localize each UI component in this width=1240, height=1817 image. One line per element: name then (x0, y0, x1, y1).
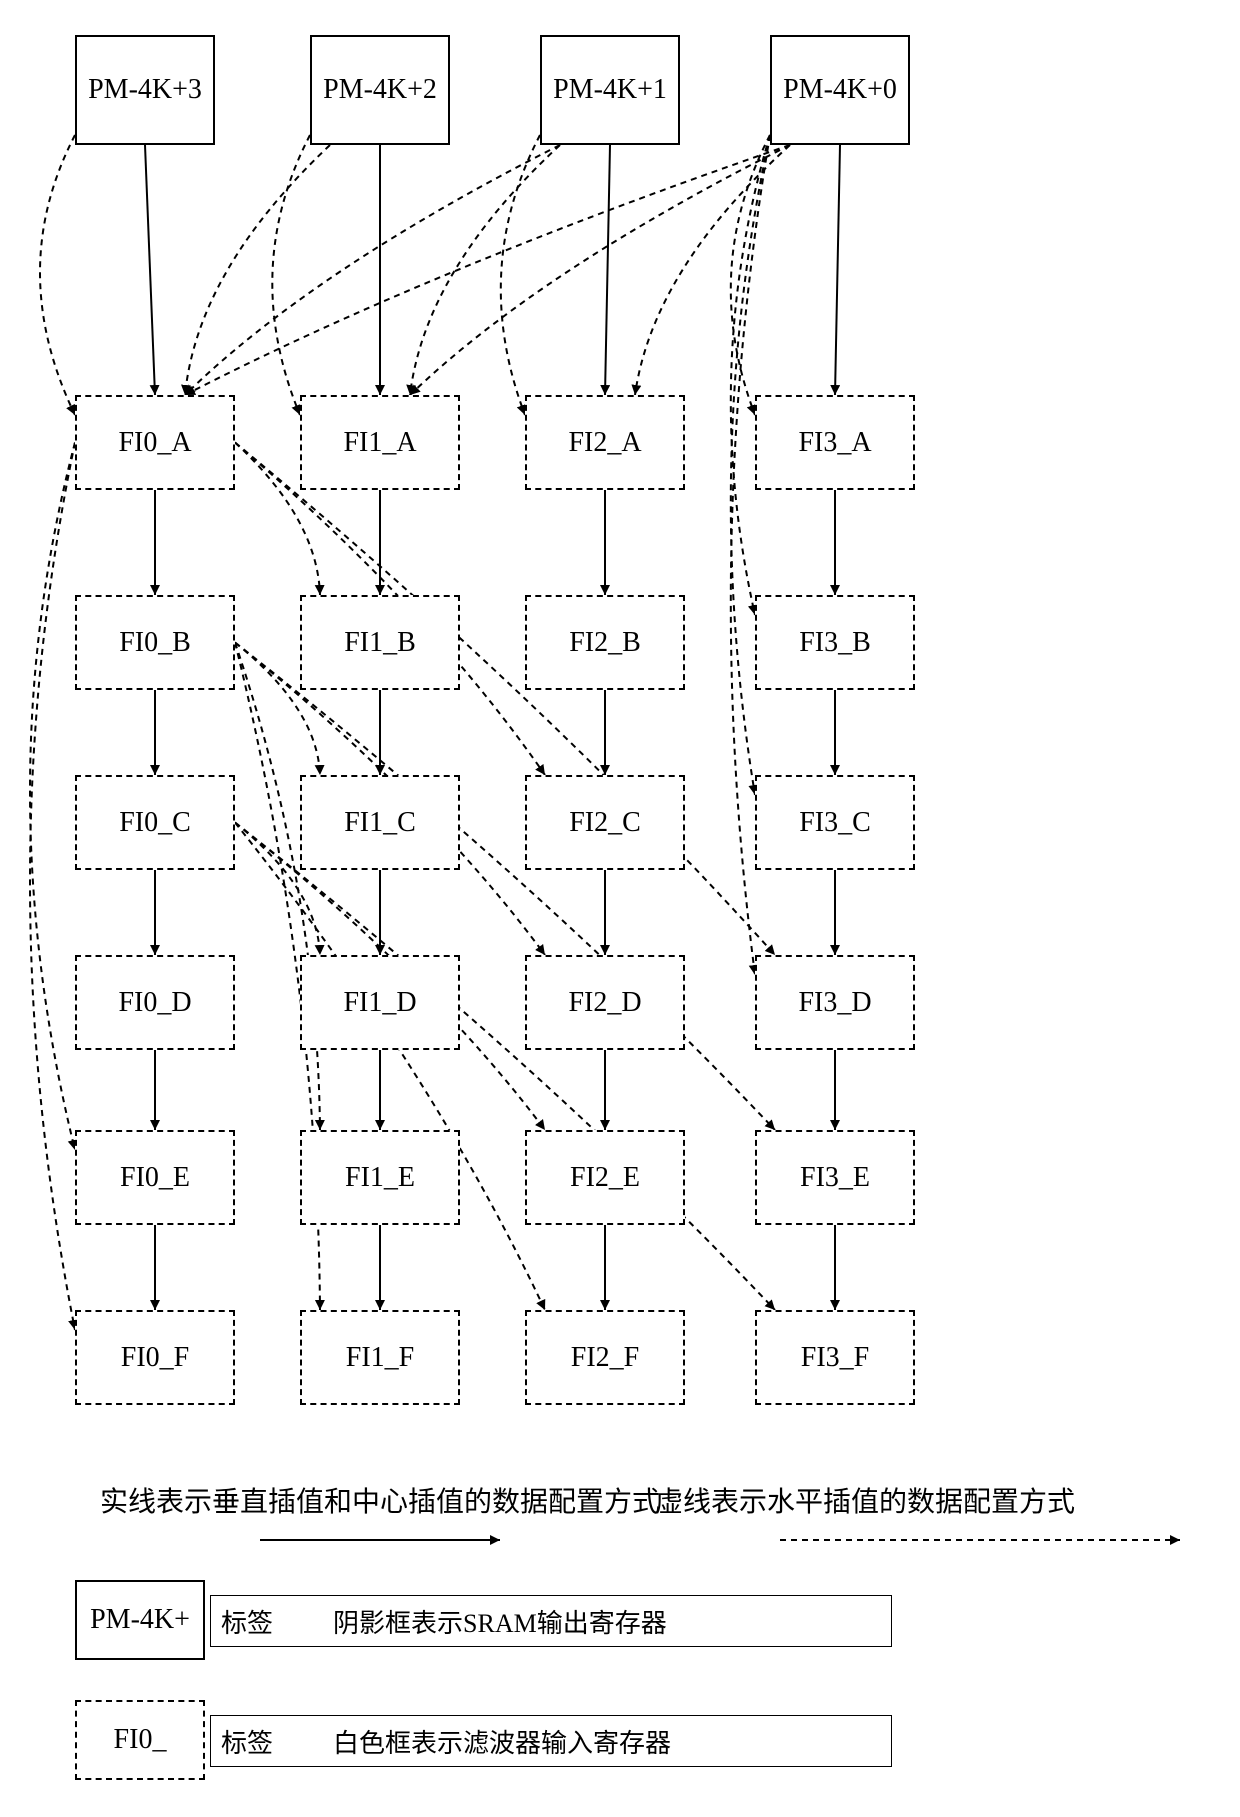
FI2_F: FI2_F (525, 1310, 685, 1405)
pm1: PM-4K+1 (540, 35, 680, 145)
FI0_D-label: FI0_D (118, 987, 191, 1019)
FI1_A: FI1_A (300, 395, 460, 490)
FI3_A: FI3_A (755, 395, 915, 490)
FI1_E: FI1_E (300, 1130, 460, 1225)
FI2_E-label: FI2_E (570, 1162, 640, 1194)
FI2_B-label: FI2_B (569, 627, 641, 659)
FI0_D: FI0_D (75, 955, 235, 1050)
FI0_C-label: FI0_C (119, 807, 191, 839)
FI3_D: FI3_D (755, 955, 915, 1050)
FI1_E-label: FI1_E (345, 1162, 415, 1194)
legend-fi-desc-text: 白色框表示滤波器输入寄存器 (333, 1723, 671, 1760)
FI0_E-label: FI0_E (120, 1162, 190, 1194)
FI0_B-label: FI0_B (119, 627, 191, 659)
legend-dashed-text: 虚线表示水平插值的数据配置方式 (655, 1480, 1075, 1520)
FI1_F-label: FI1_F (346, 1342, 414, 1374)
legend-fi-desc: 标签 白色框表示滤波器输入寄存器 (210, 1715, 892, 1767)
FI3_B: FI3_B (755, 595, 915, 690)
pm1-label: PM-4K+1 (553, 74, 667, 106)
FI3_B-label: FI3_B (799, 627, 871, 659)
FI3_A-label: FI3_A (798, 427, 871, 459)
legend-pm-prefix: 标签 (221, 1603, 273, 1640)
legend-fi-box: FI0_ (75, 1700, 205, 1780)
FI2_F-label: FI2_F (571, 1342, 639, 1374)
pm3: PM-4K+3 (75, 35, 215, 145)
FI0_E: FI0_E (75, 1130, 235, 1225)
FI3_D-label: FI3_D (798, 987, 871, 1019)
FI2_A: FI2_A (525, 395, 685, 490)
FI3_C: FI3_C (755, 775, 915, 870)
legend-pm-desc-text: 阴影框表示SRAM输出寄存器 (333, 1603, 667, 1640)
pm0-label: PM-4K+0 (783, 74, 897, 106)
FI2_C: FI2_C (525, 775, 685, 870)
FI2_A-label: FI2_A (568, 427, 641, 459)
legend-fi-prefix: 标签 (221, 1723, 273, 1760)
FI0_C: FI0_C (75, 775, 235, 870)
legend-pm-box: PM-4K+ (75, 1580, 205, 1660)
FI1_D-label: FI1_D (343, 987, 416, 1019)
FI1_B-label: FI1_B (344, 627, 416, 659)
FI2_D-label: FI2_D (568, 987, 641, 1019)
diagram-root: PM-4K+3 PM-4K+2 PM-4K+1 PM-4K+0 FI0_A FI0_B FI… (0, 0, 1240, 1817)
legend-pm-desc: 标签 阴影框表示SRAM输出寄存器 (210, 1595, 892, 1647)
legend-solid-text: 实线表示垂直插值和中心插值的数据配置方式 (100, 1480, 660, 1520)
legend-pm-box-label: PM-4K+ (90, 1604, 190, 1636)
FI0_A: FI0_A (75, 395, 235, 490)
FI3_C-label: FI3_C (799, 807, 871, 839)
FI3_E-label: FI3_E (800, 1162, 870, 1194)
FI0_A-label: FI0_A (118, 427, 191, 459)
FI2_C-label: FI2_C (569, 807, 641, 839)
FI3_F: FI3_F (755, 1310, 915, 1405)
FI2_E: FI2_E (525, 1130, 685, 1225)
FI1_A-label: FI1_A (343, 427, 416, 459)
pm0: PM-4K+0 (770, 35, 910, 145)
FI2_D: FI2_D (525, 955, 685, 1050)
FI2_B: FI2_B (525, 595, 685, 690)
FI1_F: FI1_F (300, 1310, 460, 1405)
legend-fi-box-label: FI0_ (114, 1724, 167, 1756)
FI1_D: FI1_D (300, 955, 460, 1050)
FI0_B: FI0_B (75, 595, 235, 690)
FI1_C-label: FI1_C (344, 807, 416, 839)
edges-svg (0, 0, 1240, 1817)
FI0_F: FI0_F (75, 1310, 235, 1405)
FI1_B: FI1_B (300, 595, 460, 690)
FI3_F-label: FI3_F (801, 1342, 869, 1374)
pm2: PM-4K+2 (310, 35, 450, 145)
pm2-label: PM-4K+2 (323, 74, 437, 106)
FI3_E: FI3_E (755, 1130, 915, 1225)
FI1_C: FI1_C (300, 775, 460, 870)
FI0_F-label: FI0_F (121, 1342, 189, 1374)
pm3-label: PM-4K+3 (88, 74, 202, 106)
